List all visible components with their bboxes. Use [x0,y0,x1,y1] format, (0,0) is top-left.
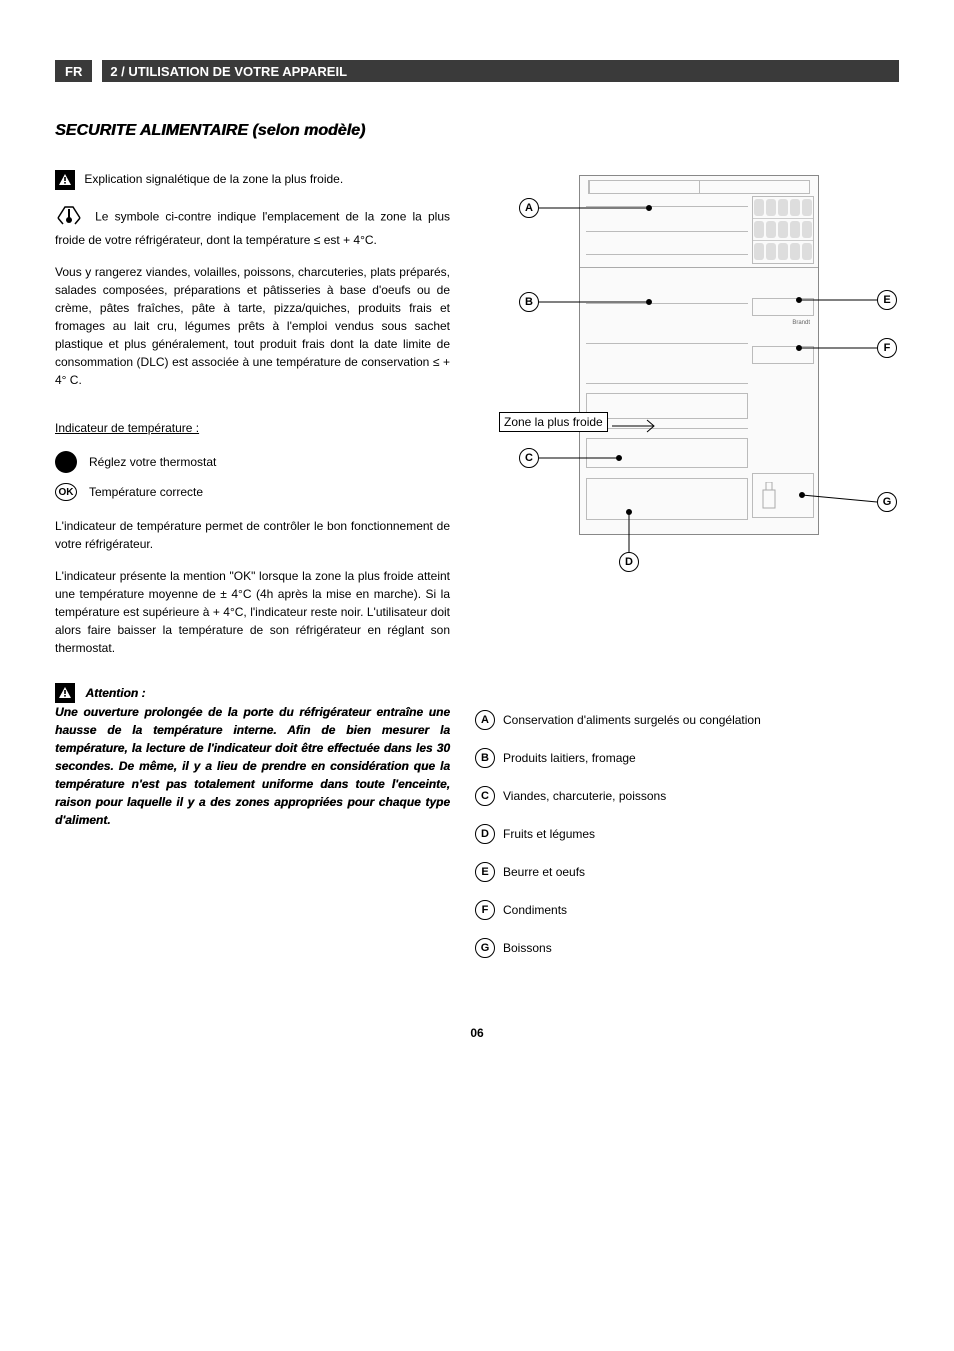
indicator-heading: Indicateur de température : [55,419,450,437]
callout-d: D [619,552,639,572]
warning-icon [55,170,75,190]
legend-letter: A [475,710,495,730]
attention-block: Attention : Une ouverture prolongée de l… [55,683,450,829]
freezer-control-panel [588,180,810,194]
intro-line: Explication signalétique de la zone la p… [55,170,450,190]
callout-e: E [877,290,897,310]
legend-text: Conservation d'aliments surgelés ou cong… [503,713,761,727]
bottle-icon [759,482,779,512]
fridge-shelf [586,343,748,344]
chapter-title: 2 / UTILISATION DE VOTRE APPAREIL [102,60,899,82]
storage-paragraph: Vous y rangerez viandes, volailles, pois… [55,263,450,389]
door-bottle-shelf [752,473,814,518]
left-column: Explication signalétique de la zone la p… [55,170,450,976]
legend-letter: B [475,748,495,768]
legend-item: D Fruits et légumes [475,824,899,844]
zone-label: Zone la plus froide [499,412,608,432]
legend-item: F Condiments [475,900,899,920]
indicator-row-adjust: Réglez votre thermostat [55,451,450,473]
legend-item: C Viandes, charcuterie, poissons [475,786,899,806]
ok-dot-icon: OK [55,483,77,501]
callout-b: B [519,292,539,312]
indicator-ok-text: Température correcte [89,485,203,499]
black-dot-icon [55,451,77,473]
fridge-body: Brandt [579,175,819,535]
fridge-drawer [586,393,748,419]
legend-letter: E [475,862,495,882]
freezer-door-rack [752,196,814,264]
right-column: Brandt Zone la plus froide [475,170,899,976]
freezer-shelf [586,231,748,232]
door-shelf [752,346,814,364]
indicator-adjust-text: Réglez votre thermostat [89,455,216,469]
warning-icon [55,683,75,703]
legend-text: Viandes, charcuterie, poissons [503,789,666,803]
indicator-p1: L'indicateur de température permet de co… [55,517,450,553]
header-gap [92,60,102,82]
legend-text: Produits laitiers, fromage [503,751,636,765]
callout-c: C [519,448,539,468]
legend-list: A Conservation d'aliments surgelés ou co… [475,710,899,958]
fridge-compartment: Brandt [580,268,818,534]
indicator-p2: L'indicateur présente la mention "OK" lo… [55,567,450,657]
fridge-shelf [586,303,748,304]
freezer-compartment [580,176,818,268]
legend-text: Condiments [503,903,567,917]
intro-text: Explication signalétique de la zone la p… [84,172,343,186]
section-title: SECURITE ALIMENTAIRE (selon modèle) [55,122,899,140]
crisper-drawer [586,478,748,520]
legend-text: Fruits et légumes [503,827,595,841]
legend-letter: C [475,786,495,806]
brandt-label: Brandt [792,320,810,326]
legend-text: Boissons [503,941,552,955]
legend-item: E Beurre et oeufs [475,862,899,882]
lang-badge: FR [55,60,92,82]
legend-text: Beurre et oeufs [503,865,585,879]
fridge-shelf [586,428,748,429]
main-columns: Explication signalétique de la zone la p… [55,170,899,976]
chapter-header: FR 2 / UTILISATION DE VOTRE APPAREIL [55,60,899,82]
page-number: 06 [55,1026,899,1040]
attention-heading: Attention : [85,686,145,700]
freezer-shelf [586,254,748,255]
callout-a: A [519,198,539,218]
legend-item: A Conservation d'aliments surgelés ou co… [475,710,899,730]
cold-zone-drawer [586,438,748,468]
callout-g: G [877,492,897,512]
legend-item: G Boissons [475,938,899,958]
attention-body: Une ouverture prolongée de la porte du r… [55,703,450,829]
legend-item: B Produits laitiers, fromage [475,748,899,768]
fridge-shelf [586,383,748,384]
legend-letter: D [475,824,495,844]
thermometer-icon [55,204,83,231]
fridge-diagram: Brandt Zone la plus froide [499,170,899,560]
symbol-paragraph: Le symbole ci-contre indique l'emplaceme… [55,204,450,249]
legend-letter: F [475,900,495,920]
legend-letter: G [475,938,495,958]
symbol-text: Le symbole ci-contre indique l'emplaceme… [55,210,450,247]
freezer-shelf [586,206,748,207]
indicator-row-ok: OK Température correcte [55,483,450,501]
callout-f: F [877,338,897,358]
door-shelf [752,298,814,316]
